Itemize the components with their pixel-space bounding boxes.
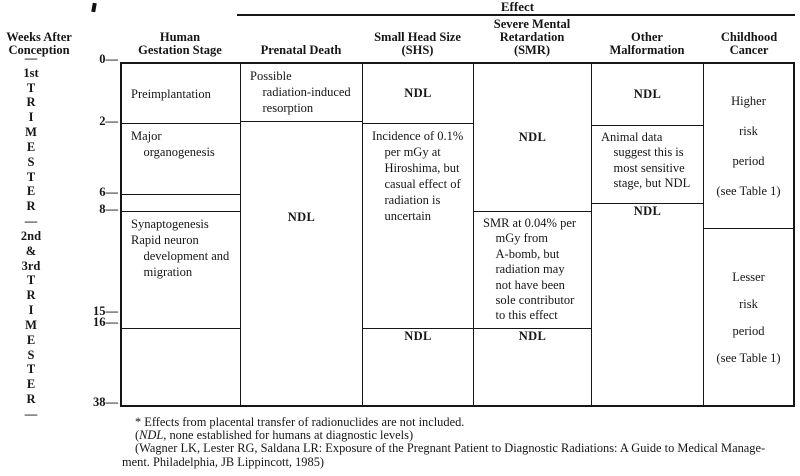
week-tick-2: 2— <box>99 114 118 128</box>
risk-line: Lesser <box>732 270 765 284</box>
effect-spanner-label: Effect <box>500 0 535 14</box>
trimester-spine-item: T <box>26 273 36 288</box>
trimester-spine: —1st T R I M E S T E R —2nd & 3rd T R I M E S T E R — <box>8 52 54 420</box>
week-tick-38: 38— <box>93 395 118 409</box>
trimester-spine-item: — <box>24 214 38 229</box>
column-header-prenatal-death: Prenatal Death <box>260 43 342 57</box>
footnote-line-1: * Effects from placental transfer of rad… <box>135 415 465 429</box>
footnote-line-3: (Wagner LK, Lester RG, Saldana LR: Expos… <box>135 441 766 456</box>
cell-other-ndl-bottom: NDL <box>633 204 662 218</box>
trimester-spine-item: T <box>26 169 36 184</box>
cell-prenatal-ndl: NDL <box>287 210 316 224</box>
trimester-spine-item: 2nd <box>20 228 42 243</box>
trimester-spine-item: R <box>26 392 36 407</box>
risk-line: Higher <box>731 94 766 108</box>
cell-smr-abomb: SMR at 0.04% per mGy from A-bomb, but ra… <box>474 212 591 329</box>
cell-lesser-risk-period: Lesser risk period (see Table 1) <box>704 229 793 407</box>
cell-other-animal-data: Animal data suggest this is most sensiti… <box>592 126 703 204</box>
column-header-childhood-cancer: Childhood Cancer <box>720 30 778 58</box>
cell-shs-ndl-bottom: NDL <box>404 329 432 343</box>
trimester-spine-item: R <box>26 199 36 214</box>
trimester-spine-item: & <box>25 243 37 258</box>
risk-line: (see Table 1) <box>716 184 781 198</box>
trimester-spine-item: E <box>26 377 36 392</box>
column-header-severe-mental-retardation: Severe Mental Retardation (SMR) <box>493 17 571 58</box>
cell-preimplantation: Preimplantation <box>122 64 240 124</box>
trimester-spine-item: M <box>25 317 37 332</box>
week-tick-8: 8— <box>99 202 118 216</box>
column-other-malformation: NDL Animal data suggest this is most sen… <box>592 64 704 405</box>
cell-shs-ndl-top: NDL <box>363 64 473 124</box>
footnote-line-2: (NDL, none established for humans at dia… <box>122 429 796 442</box>
trimester-spine-item: E <box>26 139 36 154</box>
cell-other-ndl-top: NDL <box>592 64 703 126</box>
risk-line: period <box>732 154 765 168</box>
trimester-spine-item: 3rd <box>21 258 41 273</box>
trimester-spine-item: R <box>26 95 36 110</box>
cell-shs-incidence: Incidence of 0.1% per mGy at Hiroshima, … <box>363 124 473 329</box>
column-gestation: Preimplantation Major organogenesis Syna… <box>122 64 241 405</box>
footnote-line-2-rest: , none established for humans at diagnos… <box>163 428 414 443</box>
week-tick-0: 0— <box>99 52 118 66</box>
risk-line: risk <box>739 297 758 311</box>
cell-gestation-gap <box>122 195 240 212</box>
trimester-spine-item: R <box>26 288 36 303</box>
scan-artifact <box>91 2 97 13</box>
risk-line: period <box>732 324 765 338</box>
column-header-gestation: Human Gestation Stage <box>138 30 222 58</box>
trimester-spine-item: — <box>24 406 38 421</box>
trimester-spine-item: I <box>28 303 34 318</box>
column-small-head-size: NDL Incidence of 0.1% per mGy at Hiroshi… <box>363 64 474 405</box>
cell-smr-ndl-top: NDL <box>474 64 591 212</box>
effects-table: Preimplantation Major organogenesis Syna… <box>120 62 795 407</box>
effect-spanner-rule <box>237 14 795 16</box>
footnote-ndl-italic: NDL <box>139 428 164 443</box>
trimester-spine-item: — <box>24 51 38 65</box>
column-severe-mental-retardation: NDL SMR at 0.04% per mGy from A-bomb, bu… <box>474 64 592 405</box>
trimester-spine-item: M <box>25 125 37 140</box>
column-header-small-head-size: Small Head Size (SHS) <box>374 30 461 58</box>
cell-organogenesis: Major organogenesis <box>122 124 240 195</box>
trimester-spine-item: S <box>27 347 35 362</box>
cell-synaptogenesis: Synaptogenesis Rapid neuron development … <box>122 212 240 329</box>
column-prenatal-death: Possible radiation-induced resorption ND… <box>241 64 363 405</box>
cell-smr-ndl-bottom: NDL <box>518 329 547 343</box>
trimester-spine-item: I <box>28 110 34 125</box>
trimester-spine-item: T <box>26 80 36 95</box>
trimester-spine-item: E <box>26 184 36 199</box>
trimester-spine-item: T <box>26 362 36 377</box>
column-header-other-malformation: Other Malformation <box>609 30 685 58</box>
risk-line: (see Table 1) <box>716 351 781 365</box>
footnotes: * Effects from placental transfer of rad… <box>122 415 796 469</box>
trimester-spine-item: 1st <box>23 65 39 80</box>
week-axis-title: Weeks After Conception <box>6 30 72 57</box>
week-tick-15: 15— <box>93 304 118 318</box>
column-childhood-cancer: Higher risk period (see Table 1) Lesser … <box>704 64 793 405</box>
footnote-paren: ( <box>135 428 140 443</box>
footnote-line-4: ment. Philadelphia, JB Lippincott, 1985) <box>122 454 325 469</box>
trimester-spine-item: S <box>27 154 35 169</box>
week-tick-6: 6— <box>99 185 118 199</box>
cell-higher-risk-period: Higher risk period (see Table 1) <box>704 64 793 229</box>
week-tick-16: 16— <box>93 315 118 329</box>
cell-resorption: Possible radiation-induced resorption <box>241 64 362 122</box>
trimester-spine-item: E <box>26 332 36 347</box>
risk-line: risk <box>739 124 758 138</box>
